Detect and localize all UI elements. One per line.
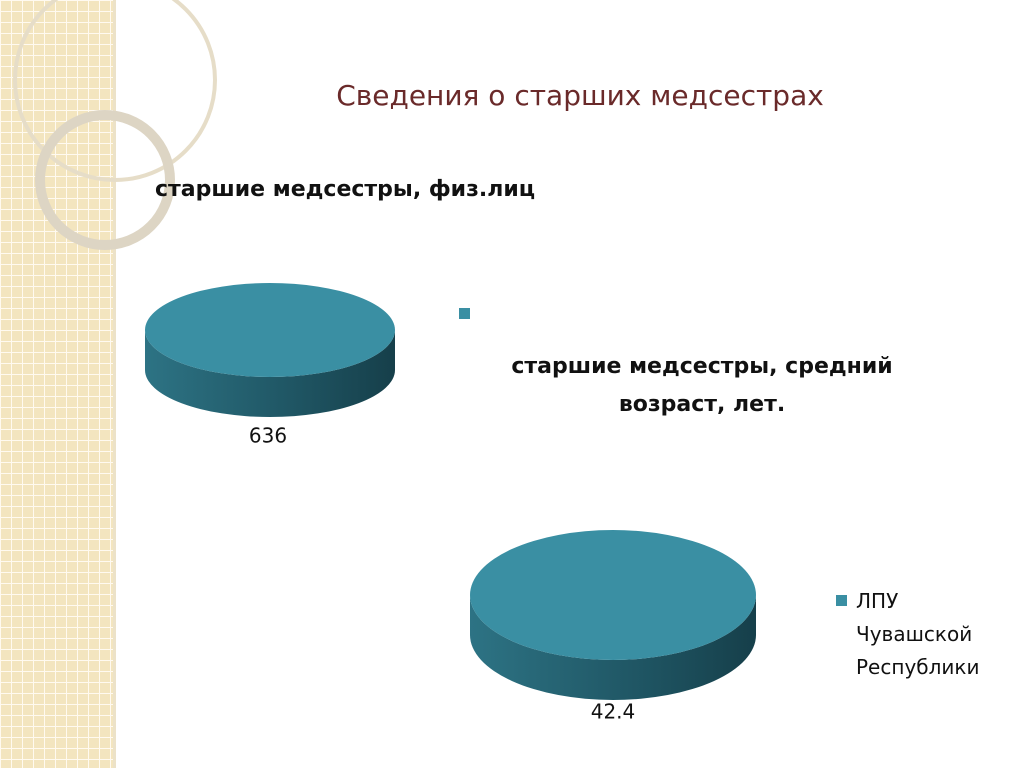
data-label: 42.4 — [591, 700, 636, 724]
decor-circle — [35, 110, 175, 250]
legend-label: ЛПУ Чувашской Республики — [856, 589, 980, 679]
decor-circle — [13, 0, 217, 182]
data-label: 636 — [249, 424, 287, 448]
slide-title: Сведения о старших медсестрах — [336, 79, 824, 112]
pie-side — [470, 595, 756, 700]
legend-marker — [836, 595, 847, 606]
chart-title: старшие медсестры, средний возраст, лет. — [511, 354, 893, 417]
pie-slice — [145, 283, 395, 377]
pie-side — [145, 330, 395, 417]
pie-slice — [470, 530, 756, 660]
decor-strip — [0, 0, 116, 768]
chart-title: старшие медсестры, физ.лиц — [155, 177, 535, 202]
legend-marker — [459, 308, 470, 319]
